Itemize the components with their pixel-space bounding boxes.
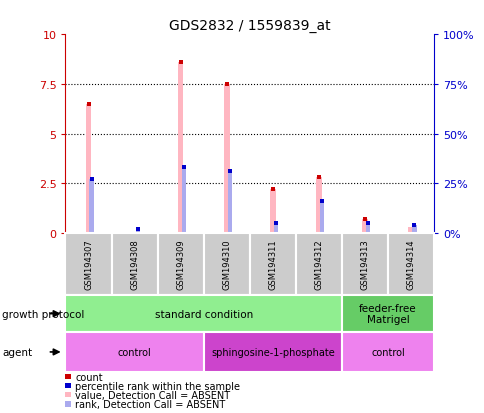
Bar [295, 233, 341, 295]
Text: growth protocol: growth protocol [2, 309, 85, 319]
Bar [362, 219, 367, 233]
Bar [270, 190, 275, 233]
Text: rank, Detection Call = ABSENT: rank, Detection Call = ABSENT [75, 399, 225, 409]
Bar [365, 223, 370, 233]
Text: control: control [118, 347, 151, 357]
Bar [178, 63, 183, 233]
Bar [341, 295, 433, 332]
Text: agent: agent [2, 347, 32, 357]
Text: feeder-free
Matrigel: feeder-free Matrigel [359, 303, 416, 325]
Bar [203, 332, 341, 372]
Bar [135, 229, 140, 233]
Text: percentile rank within the sample: percentile rank within the sample [75, 381, 240, 391]
Text: GSM194313: GSM194313 [360, 239, 369, 290]
Bar [65, 295, 341, 332]
Bar [203, 233, 249, 295]
Bar [249, 233, 295, 295]
Title: GDS2832 / 1559839_at: GDS2832 / 1559839_at [168, 19, 330, 33]
Bar [316, 178, 321, 233]
Text: GSM194312: GSM194312 [314, 239, 323, 290]
Text: GSM194311: GSM194311 [268, 239, 277, 290]
Bar [89, 180, 94, 233]
Bar [65, 233, 111, 295]
Bar [273, 223, 278, 233]
Text: GSM194314: GSM194314 [406, 239, 415, 290]
Bar [341, 233, 387, 295]
Bar [341, 332, 433, 372]
Text: GSM194308: GSM194308 [130, 239, 139, 290]
Text: GSM194307: GSM194307 [84, 239, 93, 290]
Text: value, Detection Call = ABSENT: value, Detection Call = ABSENT [75, 390, 230, 400]
Bar [86, 104, 91, 233]
Bar [111, 233, 157, 295]
Text: standard condition: standard condition [154, 309, 252, 319]
Text: count: count [75, 372, 103, 382]
Text: GSM194310: GSM194310 [222, 239, 231, 290]
Text: GSM194309: GSM194309 [176, 239, 185, 290]
Bar [157, 233, 203, 295]
Text: control: control [370, 347, 404, 357]
Bar [411, 225, 416, 233]
Bar [319, 202, 324, 233]
Bar [387, 233, 433, 295]
Bar [224, 85, 229, 233]
Bar [227, 172, 232, 233]
Bar [181, 168, 186, 233]
Bar [65, 332, 203, 372]
Text: sphingosine-1-phosphate: sphingosine-1-phosphate [211, 347, 334, 357]
Bar [408, 228, 413, 233]
